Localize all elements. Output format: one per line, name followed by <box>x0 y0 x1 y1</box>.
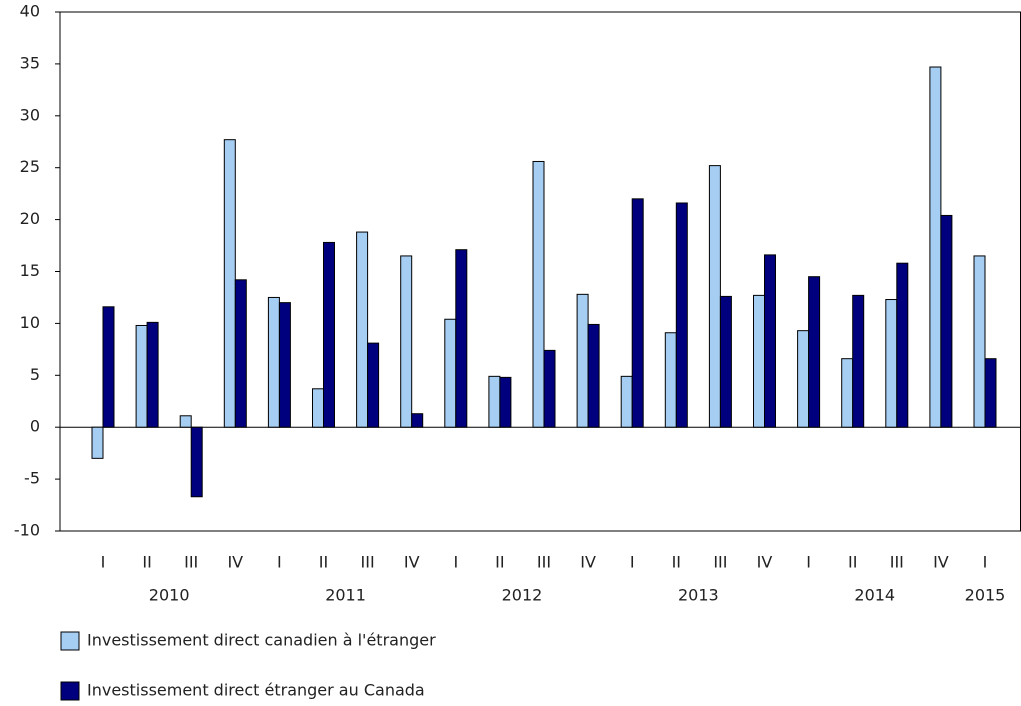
bar <box>135 324 148 428</box>
y-tick-label: 0 <box>30 417 40 436</box>
bar <box>896 262 909 428</box>
y-tick-label: 5 <box>30 365 40 384</box>
y-tick-label: 10 <box>20 313 40 332</box>
bar <box>532 160 545 428</box>
bar <box>411 413 424 428</box>
bar <box>323 241 335 428</box>
bar <box>356 231 369 428</box>
year-label: 2014 <box>854 586 895 605</box>
bar <box>91 426 104 459</box>
year-label: 2013 <box>678 586 719 605</box>
bar <box>719 295 732 428</box>
legend-label: Investissement direct étranger au Canada <box>87 681 425 700</box>
bar <box>455 249 468 428</box>
year-label: 2011 <box>325 586 366 605</box>
x-tick-label: IV <box>757 553 773 572</box>
bar <box>631 198 644 428</box>
bar <box>940 214 953 428</box>
bar <box>675 202 688 428</box>
bar <box>664 332 677 428</box>
bar <box>400 255 413 428</box>
x-tick-label: IV <box>933 553 949 572</box>
bar <box>146 321 159 428</box>
bar <box>852 294 865 428</box>
x-tick-label: III <box>361 553 375 572</box>
bar <box>234 279 247 428</box>
y-tick-label: 20 <box>20 209 40 228</box>
bar <box>708 165 721 428</box>
bar <box>102 306 115 428</box>
bar <box>312 388 324 428</box>
bar <box>797 330 810 428</box>
bar <box>587 323 600 428</box>
x-tick-label: II <box>495 553 504 572</box>
bar <box>753 294 765 428</box>
bar <box>267 296 280 428</box>
bar <box>543 349 556 428</box>
bar <box>278 302 291 428</box>
y-tick-label: -10 <box>14 521 40 540</box>
bar <box>973 255 986 428</box>
bar <box>499 376 512 428</box>
x-tick-label: I <box>806 553 811 572</box>
bar <box>488 375 501 428</box>
x-tick-label: II <box>319 553 328 572</box>
y-tick-label: 35 <box>20 53 40 72</box>
x-tick-label: I <box>983 553 988 572</box>
x-tick-label: I <box>630 553 635 572</box>
bar <box>929 66 942 428</box>
x-tick-label: IV <box>580 553 596 572</box>
x-tick-label: II <box>672 553 681 572</box>
bar <box>367 342 380 428</box>
x-tick-label: I <box>453 553 458 572</box>
bar <box>841 358 854 428</box>
y-tick-label: 30 <box>20 105 40 124</box>
bar <box>885 299 898 428</box>
x-tick-label: I <box>277 553 282 572</box>
x-tick-label: IV <box>227 553 243 572</box>
x-tick-label: II <box>142 553 151 572</box>
bar <box>179 415 192 428</box>
year-label: 2015 <box>965 586 1006 605</box>
x-tick-label: II <box>848 553 857 572</box>
legend-label: Investissement direct canadien à l'étran… <box>87 631 436 650</box>
bar <box>764 254 776 428</box>
x-tick-label: III <box>713 553 727 572</box>
x-tick-label: III <box>890 553 904 572</box>
bar <box>808 276 821 428</box>
x-tick-label: III <box>537 553 551 572</box>
y-tick-label: 25 <box>20 157 40 176</box>
y-tick-label: -5 <box>24 469 40 488</box>
year-label: 2010 <box>149 586 190 605</box>
bar <box>444 318 457 428</box>
y-tick-label: 15 <box>20 261 40 280</box>
bar <box>576 293 589 428</box>
bar <box>223 139 236 428</box>
bar <box>190 426 203 498</box>
bar <box>620 375 633 428</box>
year-label: 2012 <box>502 586 543 605</box>
bar <box>984 358 997 428</box>
x-tick-label: III <box>184 553 198 572</box>
y-tick-label: 40 <box>20 2 40 21</box>
legend-swatch <box>60 681 80 701</box>
legend-swatch <box>60 631 80 651</box>
x-tick-label: IV <box>404 553 420 572</box>
x-tick-label: I <box>101 553 106 572</box>
